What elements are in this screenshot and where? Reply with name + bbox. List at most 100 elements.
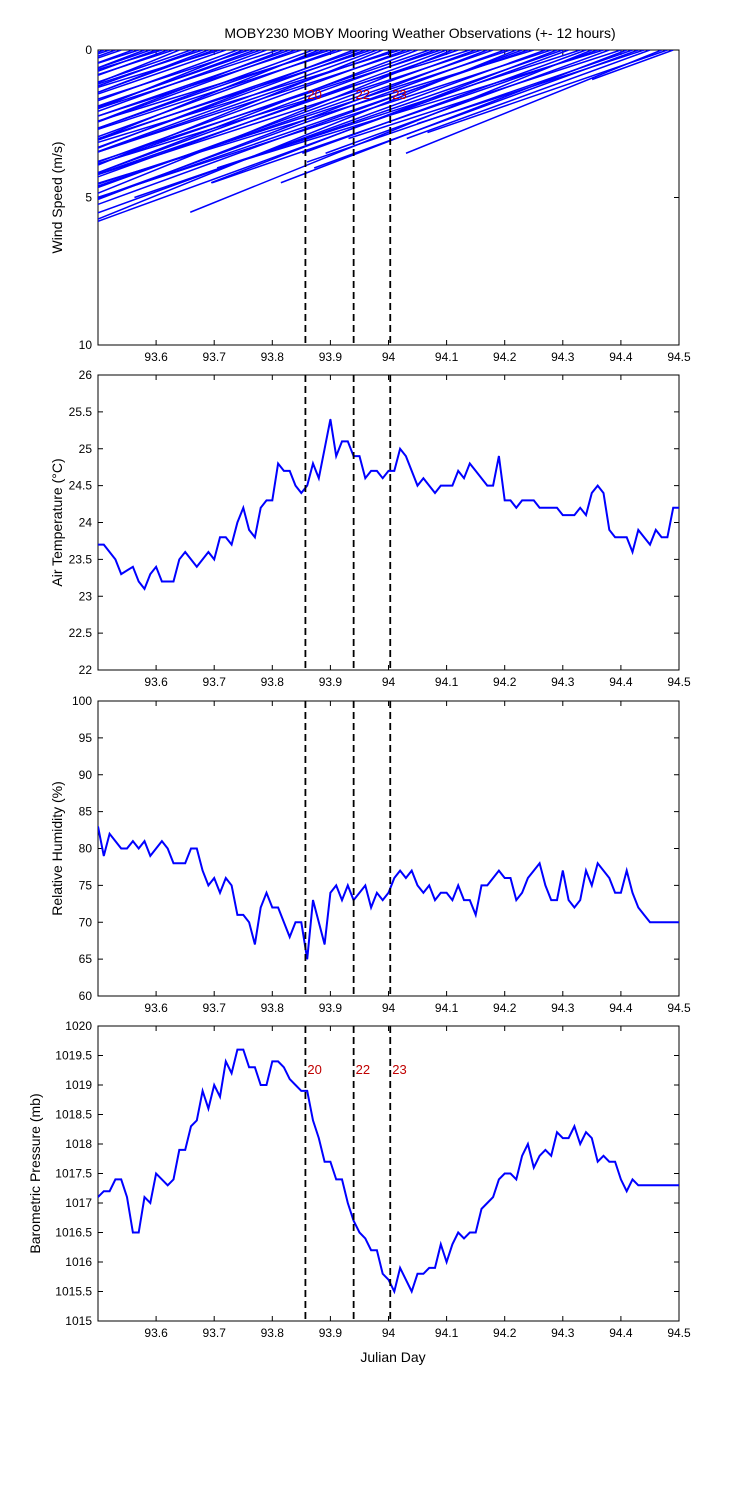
data-point	[329, 1161, 331, 1163]
data-point	[463, 899, 465, 901]
data-point	[370, 1249, 372, 1251]
data-point	[649, 1184, 651, 1186]
data-point	[672, 507, 674, 509]
data-point	[399, 1267, 401, 1269]
data-point	[364, 884, 366, 886]
data-point	[295, 1084, 296, 1086]
data-point	[533, 870, 535, 872]
data-point	[678, 921, 679, 923]
data-point	[184, 551, 186, 553]
data-point	[504, 499, 506, 501]
data-point	[666, 921, 668, 923]
data-point	[149, 855, 151, 857]
data-point	[521, 499, 523, 501]
data-point	[608, 529, 610, 531]
data-point	[132, 1232, 134, 1233]
data-point	[283, 921, 285, 923]
wind-stick	[98, 50, 343, 131]
data-point	[637, 907, 639, 908]
y-tick-label: 80	[79, 842, 93, 856]
data-point	[114, 1178, 116, 1180]
data-point	[585, 1131, 587, 1133]
wind-stick	[98, 50, 447, 178]
data-point	[556, 1131, 558, 1133]
y-tick-label: 75	[79, 878, 93, 892]
data-point	[178, 1149, 180, 1151]
wind-stick	[98, 50, 476, 189]
data-point	[486, 1202, 488, 1204]
air-temp-axes-box	[97, 374, 680, 671]
x-tick-label: 93.7	[203, 1001, 227, 1015]
wind-stick	[98, 50, 383, 166]
data-point	[591, 492, 593, 494]
wind-stick	[98, 50, 261, 107]
wind-stick	[98, 50, 192, 83]
y-tick-label: 1019	[65, 1078, 92, 1092]
data-point	[196, 848, 198, 849]
data-point	[655, 529, 657, 531]
data-point	[254, 943, 256, 945]
y-tick-label: 23	[79, 589, 93, 603]
data-point	[213, 877, 215, 879]
x-tick-label: 94.5	[667, 1326, 691, 1340]
data-point	[585, 514, 587, 516]
data-point	[283, 470, 285, 472]
data-point	[475, 914, 477, 916]
y-axis-label: Air Temperature (°C)	[49, 458, 65, 586]
data-point	[382, 477, 384, 479]
y-tick-label: 26	[79, 368, 93, 382]
x-tick-label: 93.9	[319, 1001, 343, 1015]
data-point	[573, 907, 575, 908]
data-point	[254, 1066, 256, 1068]
data-point	[196, 566, 198, 568]
data-point	[364, 1237, 366, 1239]
data-point	[428, 1267, 430, 1269]
data-point	[300, 492, 302, 494]
y-axis-label: Relative Humidity (%)	[49, 781, 65, 916]
data-point	[626, 536, 628, 538]
data-point	[161, 581, 163, 582]
data-point	[655, 921, 657, 923]
x-tick-label: 94.2	[493, 1001, 517, 1015]
data-point	[428, 884, 430, 886]
wind-stick	[98, 50, 366, 149]
data-point	[585, 870, 587, 872]
y-tick-label: 22	[79, 663, 93, 677]
data-point	[120, 1178, 122, 1180]
x-tick-label: 93.7	[203, 1326, 227, 1340]
data-point	[109, 833, 111, 835]
data-point	[573, 514, 575, 516]
data-point	[231, 1072, 233, 1074]
wind-stick	[98, 50, 279, 110]
data-point	[266, 499, 267, 501]
data-point	[556, 899, 558, 901]
data-point	[405, 455, 407, 457]
data-point	[196, 1119, 198, 1121]
data-point	[190, 848, 192, 849]
data-point	[632, 551, 633, 553]
data-point	[417, 485, 418, 487]
data-point	[579, 899, 581, 901]
x-tick-label: 94.1	[435, 1001, 459, 1015]
data-point	[213, 1084, 215, 1086]
series-line	[98, 419, 679, 591]
data-point	[521, 892, 523, 894]
y-tick-label: 10	[79, 338, 93, 352]
wind-stick	[216, 50, 581, 169]
data-point	[167, 1184, 169, 1186]
data-point	[103, 855, 105, 857]
wind-stick	[416, 50, 645, 125]
data-point	[144, 1196, 145, 1198]
data-point	[306, 485, 308, 487]
data-point	[370, 470, 372, 472]
data-point	[492, 485, 494, 487]
data-point	[132, 566, 134, 568]
y-tick-label: 65	[79, 952, 93, 966]
air-temp-panel: 93.6 93.7 93.8 93.9 94 94.1 94.2 94.3 94.4 94.5 22…	[49, 368, 691, 689]
data-point	[382, 1273, 384, 1275]
data-point	[510, 1173, 511, 1174]
x-tick-label: 94.3	[551, 1326, 575, 1340]
data-point	[550, 899, 552, 901]
x-tick-label: 94.3	[551, 675, 575, 689]
